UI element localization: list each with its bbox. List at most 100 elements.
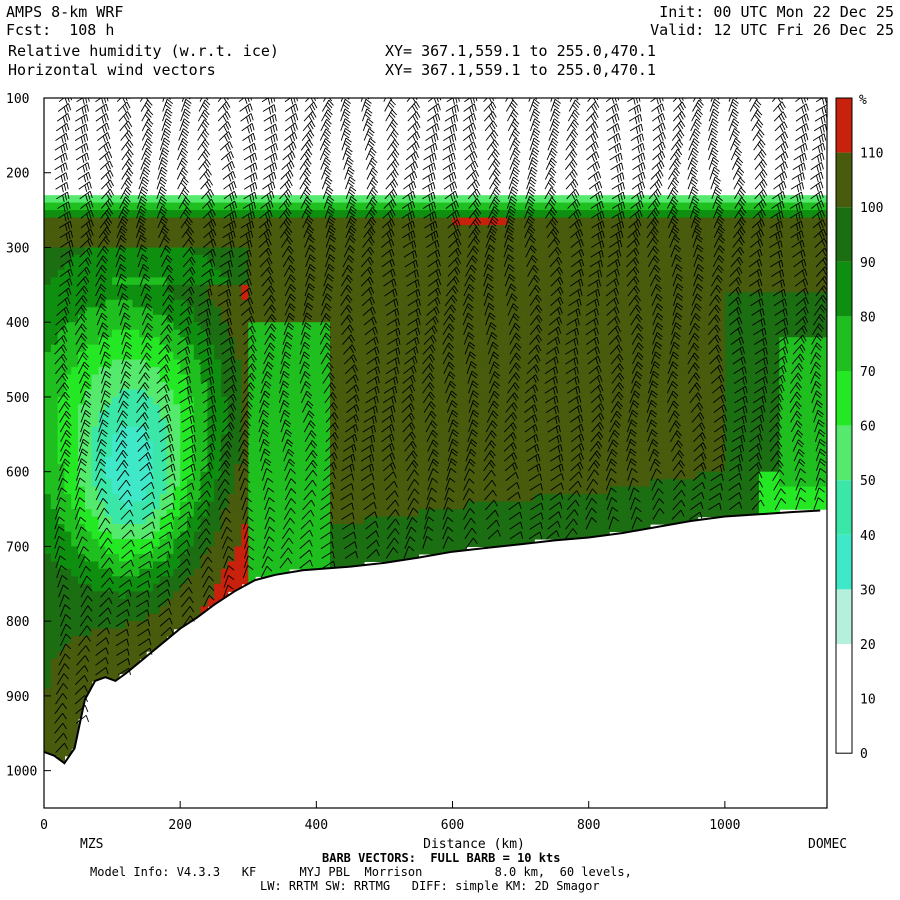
rh-cell (173, 411, 181, 420)
rh-cell (44, 576, 52, 585)
rh-cell (377, 217, 385, 226)
rh-cell (227, 247, 236, 256)
rh-cell (656, 217, 665, 226)
rh-cell (452, 314, 460, 323)
rh-cell (384, 292, 392, 301)
rh-cell (581, 501, 590, 510)
rh-cell (193, 202, 202, 211)
rh-cell (527, 247, 535, 256)
rh-cell (629, 299, 637, 308)
rh-cell (309, 449, 317, 458)
rh-cell (398, 299, 406, 308)
rh-cell (541, 217, 549, 226)
rh-cell (139, 426, 147, 435)
rh-cell (336, 426, 345, 435)
rh-cell (268, 247, 277, 256)
rh-cell (295, 396, 304, 405)
rh-cell (309, 426, 317, 435)
rh-cell (275, 210, 283, 219)
rh-cell (248, 486, 256, 495)
rh-cell (602, 359, 610, 368)
rh-cell (200, 247, 208, 256)
rh-cell (200, 494, 208, 503)
rh-cell (384, 486, 392, 495)
rh-cell (44, 733, 52, 742)
rh-cell (507, 217, 515, 226)
rh-cell (411, 210, 420, 219)
rh-cell (398, 240, 406, 249)
rh-cell (193, 434, 202, 443)
rh-cell (479, 516, 488, 525)
valid-time: Valid: 12 UTC Fri 26 Dec 25 (650, 21, 894, 39)
rh-cell (547, 486, 556, 495)
rh-cell (187, 583, 195, 592)
rh-cell (98, 225, 106, 234)
rh-cell (622, 494, 631, 503)
rh-cell (554, 494, 563, 503)
rh-cell (636, 389, 644, 398)
rh-cell (377, 307, 385, 316)
rh-cell (173, 284, 181, 293)
rh-cell (221, 240, 229, 249)
rh-cell (152, 606, 161, 615)
rh-cell (663, 307, 671, 316)
rh-cell (425, 314, 433, 323)
rh-cell (547, 232, 556, 241)
rh-cell (684, 217, 692, 226)
rh-cell (330, 269, 338, 278)
rh-cell (323, 284, 331, 293)
rh-cell (500, 419, 508, 428)
rh-cell (472, 509, 481, 518)
rh-cell (173, 598, 181, 607)
rh-cell (221, 344, 229, 353)
rh-cell (445, 382, 454, 391)
rh-cell (193, 606, 202, 615)
rh-cell (547, 382, 556, 391)
rh-cell (268, 367, 277, 376)
rh-cell (152, 479, 161, 488)
rh-cell (622, 486, 631, 495)
rh-cell (50, 643, 59, 652)
rh-cell (493, 254, 501, 263)
rh-cell (459, 240, 467, 249)
rh-cell (398, 225, 406, 234)
rh-cell (336, 344, 345, 353)
rh-cell (336, 419, 345, 428)
rh-cell (384, 449, 392, 458)
rh-cell (650, 456, 658, 465)
rh-cell (493, 494, 501, 503)
rh-cell (282, 284, 290, 293)
rh-cell (500, 494, 508, 503)
rh-cell (289, 411, 297, 420)
rh-cell (112, 374, 120, 383)
rh-cell (643, 247, 651, 256)
rh-cell (472, 344, 481, 353)
rh-cell (152, 195, 161, 204)
rh-cell (78, 621, 86, 630)
rh-cell (507, 538, 515, 547)
rh-cell (568, 195, 576, 204)
rh-cell (234, 277, 242, 286)
rh-cell (643, 501, 651, 510)
rh-cell (50, 710, 59, 719)
rh-cell (214, 195, 222, 204)
rh-cell (173, 299, 181, 308)
rh-cell (513, 434, 522, 443)
rh-cell (445, 449, 454, 458)
rh-cell (180, 374, 188, 383)
rh-cell (118, 583, 127, 592)
rh-cell (193, 576, 202, 585)
rh-cell (64, 494, 72, 503)
rh-cell (561, 434, 569, 443)
rh-cell (91, 389, 100, 398)
rh-cell (656, 299, 665, 308)
rh-cell (670, 217, 678, 226)
rh-cell (84, 666, 93, 675)
rh-cell (71, 344, 79, 353)
rh-cell (595, 210, 603, 219)
rh-cell (370, 262, 379, 271)
rh-cell (146, 568, 154, 577)
rh-cell (663, 240, 671, 249)
rh-cell (132, 382, 140, 391)
rh-cell (466, 434, 474, 443)
